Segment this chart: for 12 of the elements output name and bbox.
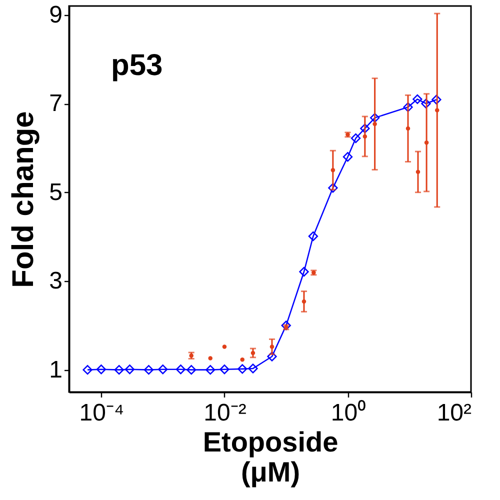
x-tick-label: 10⁰ [330,400,366,426]
text: p53 [111,49,163,82]
x-tick-label: 10² [436,400,472,426]
y-tick-label: 1 [49,356,62,384]
y-axis-title: Fold change [7,111,40,288]
x-axis-title: Etoposide (μM) [202,426,338,488]
y-tick-label: 5 [49,178,62,206]
y-tick-label: 7 [49,90,62,118]
y-tick-label: 3 [49,268,62,295]
y-tick-label: 9 [49,1,62,28]
x-tick-label: 10⁻⁴ [79,400,124,426]
x-tick-label: 10⁻² [204,400,246,426]
